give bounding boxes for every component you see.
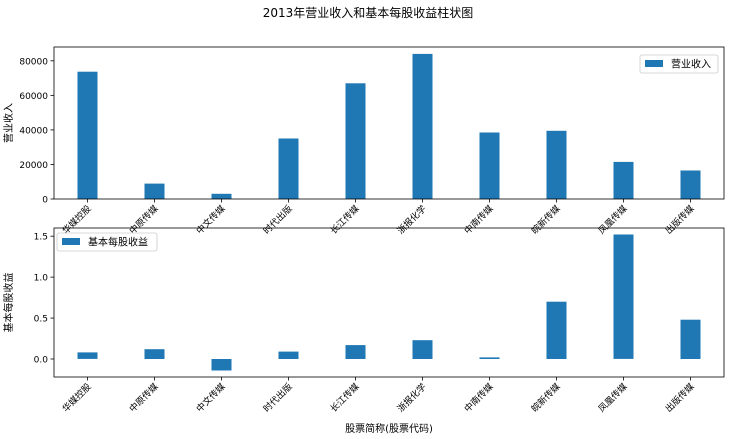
bar-eps-3 xyxy=(278,351,299,359)
y-tick-label: 80000 xyxy=(19,57,48,67)
x-tick-label: 皖新传媒 xyxy=(529,203,563,237)
y-tick-label: 60000 xyxy=(19,92,48,102)
legend-swatch xyxy=(645,60,663,67)
x-tick-label: 中文传媒 xyxy=(194,381,228,415)
bar-eps-2 xyxy=(211,359,232,371)
y-tick-label: 1.5 xyxy=(34,233,48,243)
x-tick-label: 浙报化学 xyxy=(395,203,429,237)
x-tick-label: 中文传媒 xyxy=(194,203,228,237)
eps-panel: 0.0 0.5 1.0 1.5 华媒控股 中原传媒 中文传媒 时代出版 长江传媒 浙报化学 中南传媒… xyxy=(2,227,725,435)
bar-revenue-6 xyxy=(479,132,500,199)
bar-revenue-5 xyxy=(412,53,433,200)
bar-eps-8 xyxy=(613,234,634,359)
legend-label: 营业收入 xyxy=(671,58,711,71)
bar-eps-7 xyxy=(546,301,567,359)
y-axis-label: 基本每股收益 xyxy=(2,273,15,333)
bar-revenue-1 xyxy=(144,183,165,199)
x-tick-label: 长江传媒 xyxy=(328,203,362,237)
x-tick-label: 凤凰传媒 xyxy=(596,381,630,415)
axes-frame xyxy=(53,227,725,378)
y-tick-label: 20000 xyxy=(19,161,48,171)
y-tick-label: 0.5 xyxy=(34,315,48,325)
legend-swatch xyxy=(62,238,80,245)
x-axis-label: 股票简称(股票代码) xyxy=(345,422,433,435)
bar-eps-5 xyxy=(412,340,433,359)
x-tick-label: 出版传媒 xyxy=(663,381,697,415)
bar-eps-0 xyxy=(77,352,98,359)
revenue-panel: 0 20000 40000 60000 80000 华媒控股 中原传媒 中文传媒 时代出版 长江传… xyxy=(2,46,725,237)
bar-revenue-4 xyxy=(345,83,366,199)
legend-label: 基本每股收益 xyxy=(88,236,148,249)
bar-revenue-7 xyxy=(546,130,567,199)
bar-eps-4 xyxy=(345,345,366,359)
bar-revenue-2 xyxy=(211,193,232,199)
x-tick-label: 华媒控股 xyxy=(60,203,94,237)
bar-revenue-9 xyxy=(680,170,701,199)
bar-revenue-8 xyxy=(613,161,634,199)
x-tick-label: 时代出版 xyxy=(261,203,295,237)
x-tick-label: 长江传媒 xyxy=(328,381,362,415)
chart-title: 2013年营业收入和基本每股收益柱状图 xyxy=(263,5,474,20)
legend-box xyxy=(56,232,158,252)
y-axis-label: 营业收入 xyxy=(2,103,15,143)
x-tick-label: 时代出版 xyxy=(261,381,295,415)
x-tick-label: 中原传媒 xyxy=(127,381,161,415)
axes-frame xyxy=(53,46,725,200)
x-tick-label: 浙报化学 xyxy=(395,381,429,415)
x-tick-label: 华媒控股 xyxy=(60,381,94,415)
x-tick-label: 中南传媒 xyxy=(462,381,496,415)
bar-revenue-0 xyxy=(77,71,98,199)
x-tick-label: 出版传媒 xyxy=(663,203,697,237)
y-tick-label: 40000 xyxy=(19,126,48,136)
y-tick-label: 0 xyxy=(42,196,48,206)
bar-eps-9 xyxy=(680,319,701,359)
y-tick-label: 1.0 xyxy=(34,274,49,284)
bar-eps-1 xyxy=(144,349,165,359)
bar-revenue-3 xyxy=(278,138,299,199)
x-tick-label: 中南传媒 xyxy=(462,203,496,237)
y-tick-label: 0.0 xyxy=(34,355,49,365)
x-tick-label: 皖新传媒 xyxy=(529,381,563,415)
legend-box xyxy=(639,54,719,74)
x-tick-label: 凤凰传媒 xyxy=(596,203,630,237)
bar-eps-6 xyxy=(479,357,500,359)
x-tick-label: 中原传媒 xyxy=(127,203,161,237)
